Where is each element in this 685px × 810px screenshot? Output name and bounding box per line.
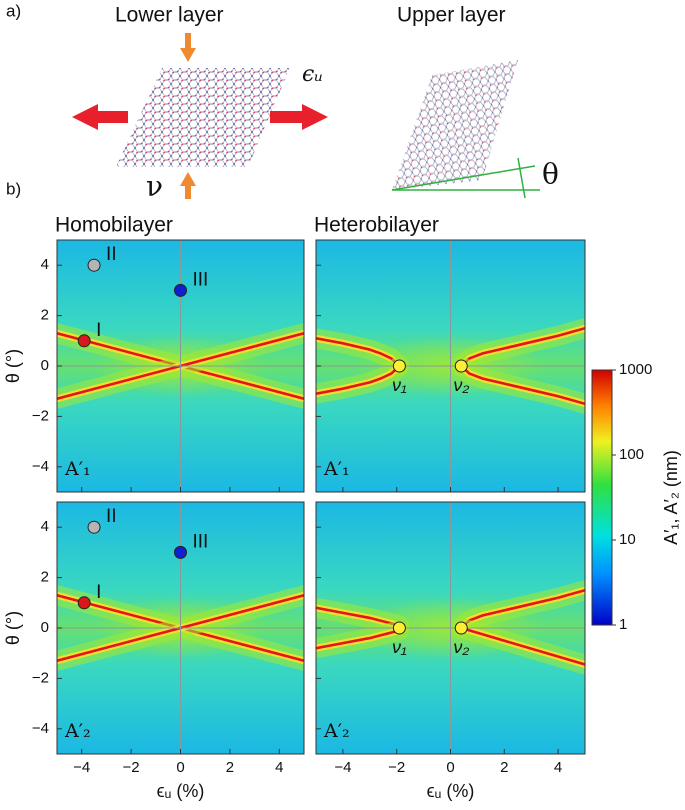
point-label: ν₁ [392, 637, 407, 657]
strain-arrow [72, 104, 128, 130]
panel-title: Homobilayer [55, 214, 173, 237]
y-tick-label: 0 [41, 357, 49, 374]
point-label: ν₂ [453, 375, 469, 395]
x-tick-label: 4 [554, 759, 562, 776]
angle-symbol: θ [542, 158, 559, 191]
panel-annotation: A′₁ [64, 458, 91, 480]
colorbar [591, 369, 613, 626]
ridge [316, 606, 400, 627]
y-tick-label: 2 [41, 569, 49, 586]
y-tick-label: −4 [32, 458, 49, 475]
point-label: I [96, 320, 101, 341]
y-tick-label: 4 [41, 518, 49, 535]
ridge [316, 629, 400, 650]
point-label: III [193, 531, 209, 552]
point-label: II [106, 244, 117, 265]
point-label: II [106, 506, 117, 527]
panel-annotation: A′₁ [323, 458, 350, 480]
panel-label: a) [6, 1, 21, 20]
y-tick-label: 2 [41, 307, 49, 324]
heatmap [57, 240, 304, 492]
colorbar-label: A′₁, A′₂ (nm) [661, 450, 681, 545]
strain-arrow [270, 104, 328, 130]
ridge [316, 365, 401, 395]
angle-arc [517, 157, 526, 199]
ridge [460, 365, 585, 406]
point [392, 359, 406, 373]
x-tick-label: −2 [388, 759, 405, 776]
x-tick-label: −4 [73, 759, 90, 776]
x-tick-label: −2 [123, 759, 140, 776]
point [87, 258, 101, 272]
y-tick-label: 0 [41, 619, 49, 636]
x-tick-label: 4 [275, 759, 283, 776]
layer-title: Lower layer [115, 4, 224, 27]
upper-lattice [392, 60, 518, 190]
y-axis-label: θ (°) [3, 349, 23, 383]
point [454, 621, 468, 635]
y-tick-label: −2 [32, 407, 49, 424]
point-label: ν₂ [453, 637, 469, 657]
layer-title: Upper layer [397, 4, 506, 27]
colorbar-tick-label: 1000 [619, 361, 652, 378]
poisson-arrow [180, 33, 196, 62]
point-label: I [96, 582, 101, 603]
point [77, 334, 91, 348]
angle-line [391, 165, 536, 191]
y-tick-label: −2 [32, 669, 49, 686]
point [174, 283, 187, 297]
panel-title: Heterobilayer [314, 214, 439, 237]
colorbar-tick-label: 1 [619, 616, 627, 633]
point-label: ν₁ [392, 375, 407, 395]
colorbar-tick-label: 10 [619, 531, 636, 548]
panel-annotation: A′₂ [323, 720, 350, 742]
lower-lattice [116, 68, 290, 167]
y-tick-label: 4 [41, 256, 49, 273]
ridge [460, 626, 585, 666]
y-axis-label: θ (°) [3, 611, 23, 645]
schematic: a) Lower layer Upper layer ϵᵤ ν θ b) [6, 1, 559, 202]
poisson-arrow [180, 172, 196, 199]
point [77, 596, 91, 610]
x-tick-label: 0 [176, 759, 184, 776]
x-tick-label: 2 [226, 759, 234, 776]
point-label: III [193, 269, 209, 290]
point [454, 359, 468, 373]
poisson-symbol: ν [146, 170, 163, 203]
y-tick-label: −4 [32, 720, 49, 737]
x-axis-label: ϵᵤ (%) [427, 781, 475, 801]
heatmap [316, 502, 585, 754]
heatmap [57, 502, 304, 754]
strain-symbol: ϵᵤ [302, 62, 323, 87]
colorbar-tick-label: 100 [619, 446, 644, 463]
panel-annotation: A′₂ [64, 720, 91, 742]
point [87, 520, 101, 534]
heatmap [316, 240, 585, 492]
ridge [460, 326, 585, 367]
x-tick-label: 2 [500, 759, 508, 776]
x-axis-label: ϵᵤ (%) [157, 781, 205, 801]
x-tick-label: 0 [446, 759, 454, 776]
point [392, 621, 406, 635]
panel-label: b) [6, 179, 21, 198]
x-tick-label: −4 [334, 759, 351, 776]
point [174, 545, 187, 559]
